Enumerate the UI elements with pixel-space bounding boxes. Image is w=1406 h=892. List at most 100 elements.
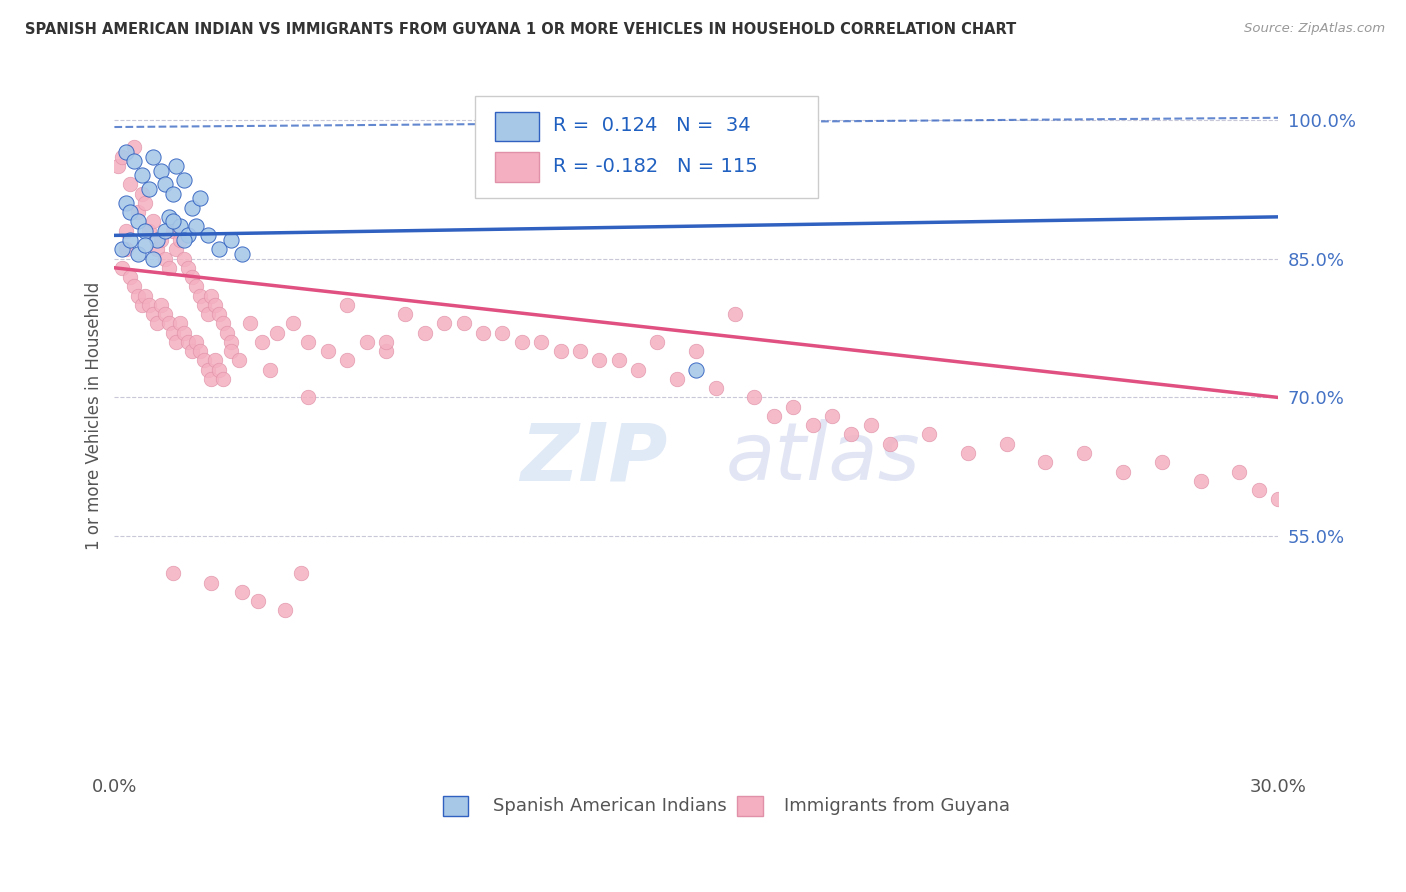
- Point: [142, 307, 165, 321]
- Point: [177, 334, 200, 349]
- Point: [177, 228, 200, 243]
- Point: [184, 219, 207, 233]
- Point: [153, 224, 176, 238]
- Point: [184, 334, 207, 349]
- Point: [177, 260, 200, 275]
- Point: [510, 334, 533, 349]
- Point: [193, 298, 215, 312]
- Point: [153, 307, 176, 321]
- FancyBboxPatch shape: [475, 95, 818, 198]
- Point: [118, 270, 141, 285]
- Point: [127, 205, 149, 219]
- Point: [188, 288, 211, 302]
- Point: [704, 381, 727, 395]
- Point: [956, 446, 979, 460]
- Point: [146, 233, 169, 247]
- Point: [1150, 455, 1173, 469]
- Point: [246, 594, 269, 608]
- Point: [219, 344, 242, 359]
- Point: [157, 317, 180, 331]
- Point: [166, 159, 188, 173]
- Point: [169, 219, 191, 233]
- Y-axis label: 1 or more Vehicles in Household: 1 or more Vehicles in Household: [86, 282, 103, 550]
- Point: [281, 317, 304, 331]
- Point: [118, 233, 141, 247]
- Point: [1267, 492, 1289, 507]
- Point: [316, 344, 339, 359]
- Point: [127, 247, 149, 261]
- Point: [219, 233, 242, 247]
- Point: [297, 391, 319, 405]
- Point: [166, 334, 188, 349]
- Point: [181, 270, 204, 285]
- Point: [142, 252, 165, 266]
- Point: [188, 344, 211, 359]
- Point: [208, 242, 231, 256]
- Point: [181, 344, 204, 359]
- Point: [162, 566, 184, 581]
- Point: [134, 237, 156, 252]
- Point: [208, 362, 231, 376]
- Text: atlas: atlas: [725, 419, 920, 497]
- Point: [169, 317, 191, 331]
- Point: [142, 214, 165, 228]
- Point: [115, 224, 138, 238]
- Point: [801, 418, 824, 433]
- Point: [1227, 465, 1250, 479]
- Point: [142, 150, 165, 164]
- Point: [111, 150, 134, 164]
- Text: R = -0.182   N = 115: R = -0.182 N = 115: [553, 157, 758, 177]
- Point: [859, 418, 882, 433]
- Point: [204, 353, 226, 368]
- Point: [134, 288, 156, 302]
- Point: [1035, 455, 1057, 469]
- Point: [453, 317, 475, 331]
- Point: [166, 242, 188, 256]
- Point: [918, 427, 941, 442]
- Point: [841, 427, 863, 442]
- Point: [193, 353, 215, 368]
- Point: [146, 242, 169, 256]
- Point: [115, 145, 138, 159]
- FancyBboxPatch shape: [495, 112, 538, 142]
- Point: [122, 279, 145, 293]
- Point: [197, 228, 219, 243]
- Point: [231, 585, 253, 599]
- Point: [127, 288, 149, 302]
- Text: Immigrants from Guyana: Immigrants from Guyana: [783, 797, 1010, 815]
- Point: [685, 344, 707, 359]
- Point: [173, 326, 195, 340]
- Point: [665, 372, 688, 386]
- Point: [588, 353, 610, 368]
- Point: [204, 298, 226, 312]
- Point: [228, 353, 250, 368]
- Text: R =  0.124   N =  34: R = 0.124 N = 34: [553, 117, 751, 136]
- Point: [879, 436, 901, 450]
- Point: [149, 233, 172, 247]
- Point: [115, 242, 138, 256]
- Point: [212, 317, 235, 331]
- Point: [173, 252, 195, 266]
- Point: [491, 326, 513, 340]
- Point: [208, 307, 231, 321]
- Point: [607, 353, 630, 368]
- Point: [336, 298, 359, 312]
- FancyBboxPatch shape: [495, 152, 538, 182]
- Point: [336, 353, 359, 368]
- Text: Source: ZipAtlas.com: Source: ZipAtlas.com: [1244, 22, 1385, 36]
- FancyBboxPatch shape: [737, 796, 762, 815]
- Text: ZIP: ZIP: [520, 419, 668, 497]
- Point: [568, 344, 591, 359]
- Point: [356, 334, 378, 349]
- Point: [162, 224, 184, 238]
- Point: [131, 168, 153, 182]
- Point: [550, 344, 572, 359]
- Point: [162, 214, 184, 228]
- Point: [471, 326, 494, 340]
- Point: [149, 163, 172, 178]
- Point: [374, 334, 396, 349]
- Point: [1189, 474, 1212, 488]
- Point: [149, 298, 172, 312]
- Point: [173, 173, 195, 187]
- Point: [131, 298, 153, 312]
